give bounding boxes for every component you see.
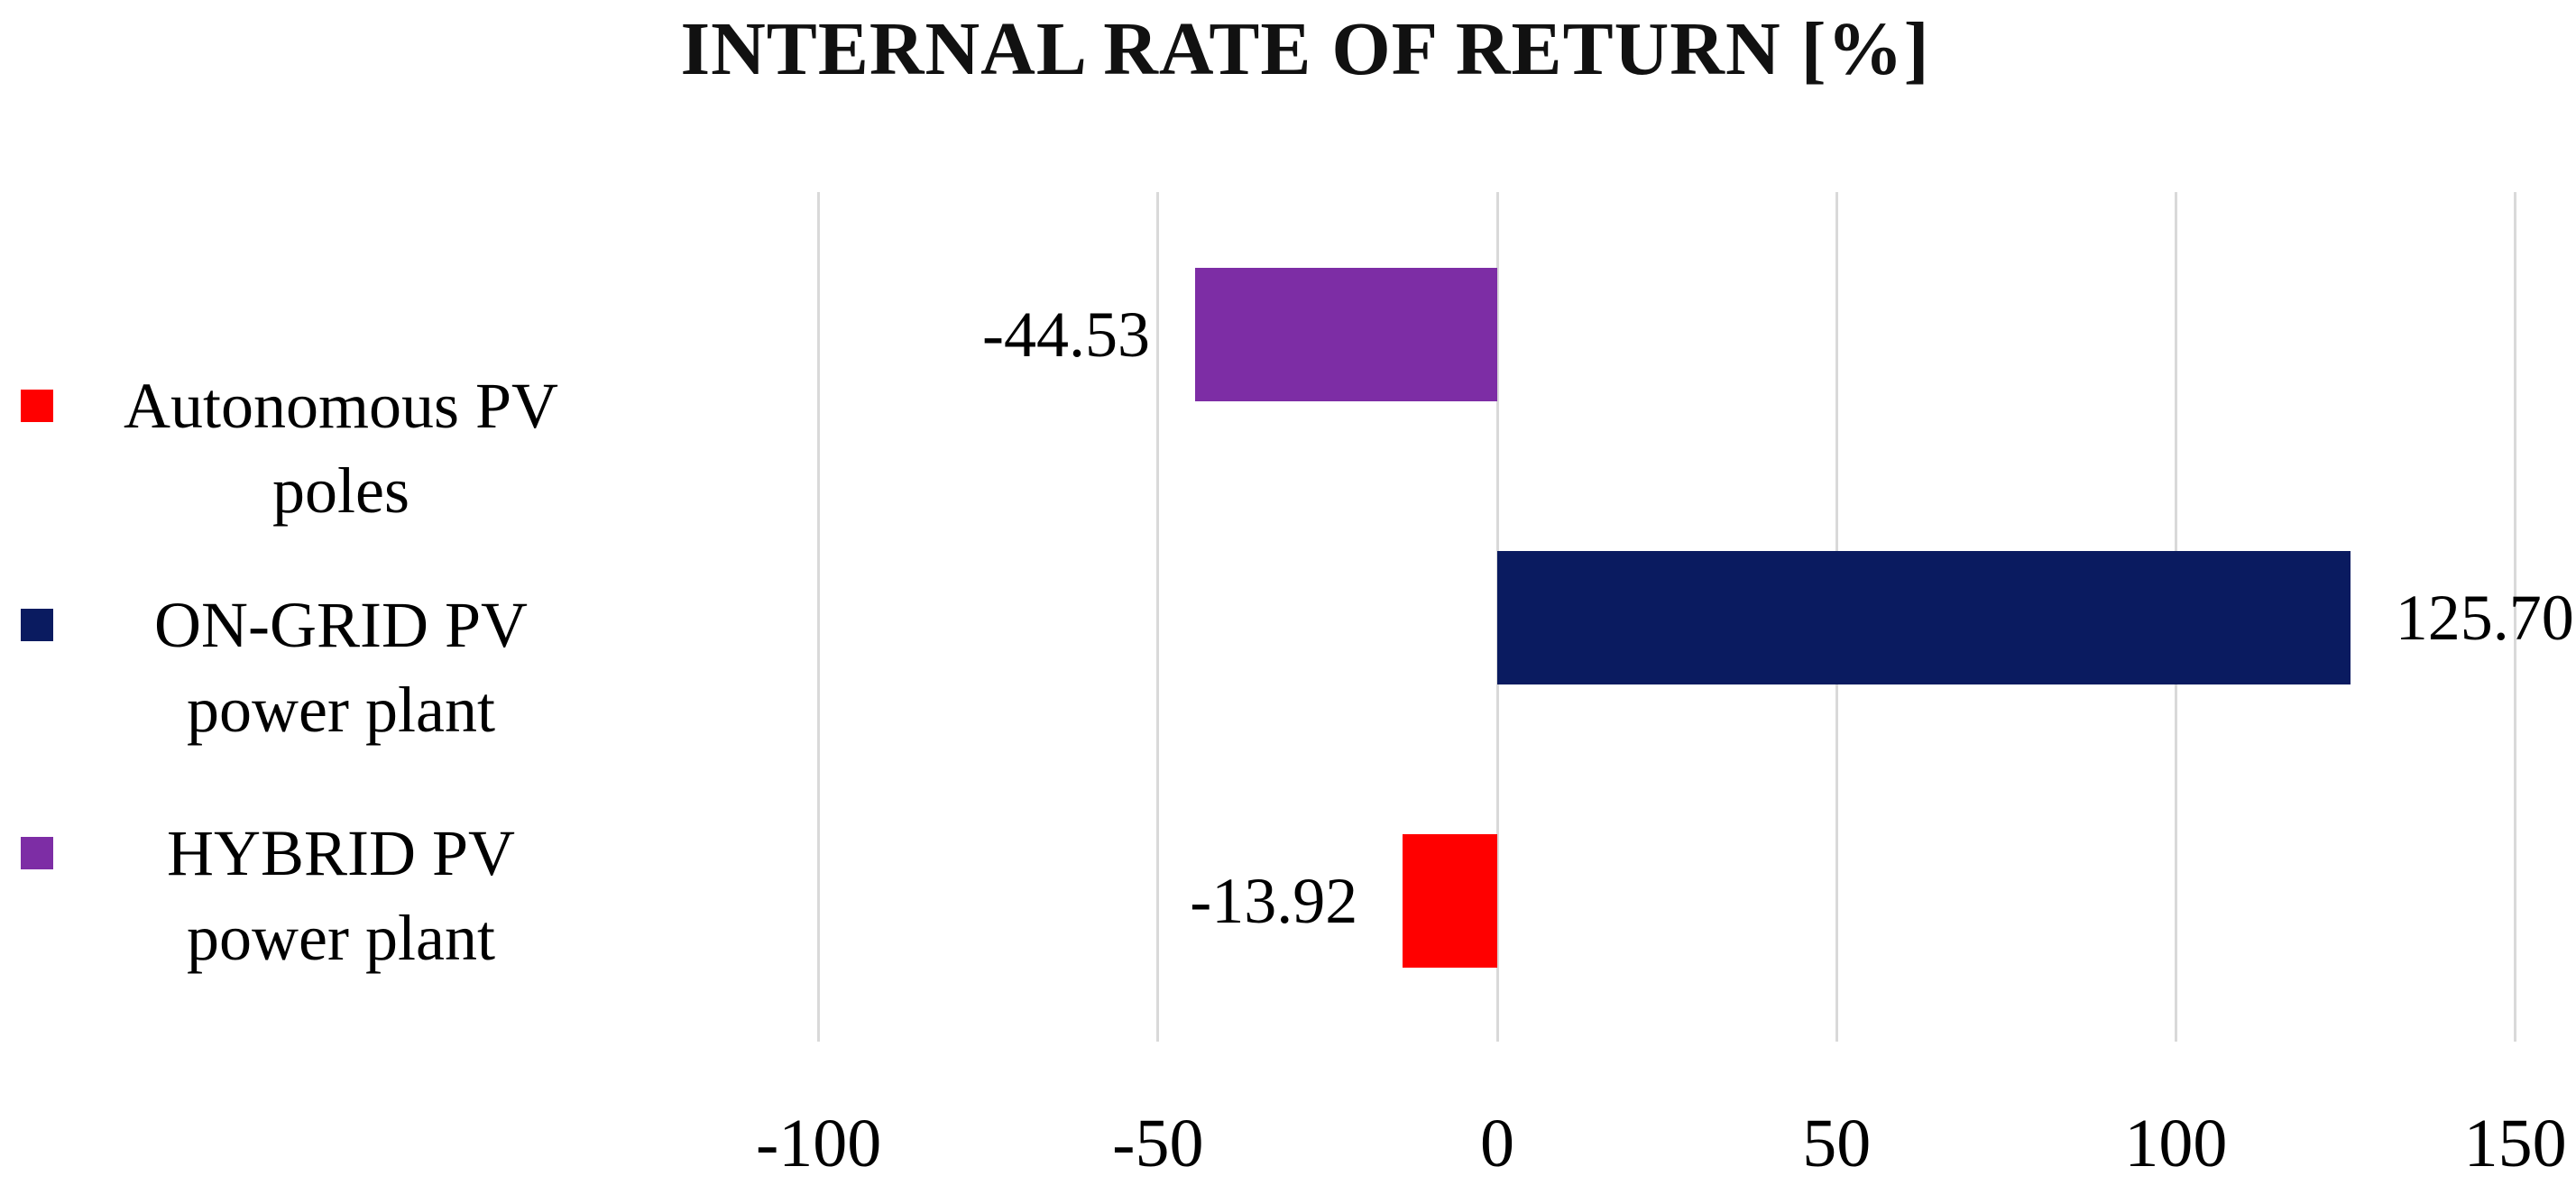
- legend-swatch-red: [21, 390, 53, 422]
- bar-hybrid-pv-power-plant: [1194, 268, 1497, 401]
- x-tick-label--50: -50: [1112, 1106, 1204, 1181]
- bar-autonomous-pv-poles: [1403, 834, 1497, 968]
- legend-label: HYBRID PV power plant: [79, 811, 603, 980]
- data-label-autonomous-pv-poles: -13.92: [1190, 865, 1358, 937]
- x-tick-label--100: -100: [755, 1106, 882, 1181]
- legend-label-line1: ON-GRID PV: [154, 589, 528, 661]
- legend-label-line2: power plant: [187, 674, 495, 746]
- data-label-hybrid-pv-power-plant: -44.53: [981, 299, 1150, 371]
- legend-swatch-purple: [21, 837, 53, 869]
- x-tick-label-100: 100: [2124, 1106, 2228, 1181]
- legend-label-line1: HYBRID PV: [166, 817, 516, 889]
- legend-label: ON-GRID PV power plant: [79, 583, 603, 752]
- gridline-x--50: [1156, 192, 1160, 1042]
- gridline-x--100: [817, 192, 821, 1042]
- legend-label-line1: Autonomous PV: [123, 370, 559, 442]
- x-tick-label-150: 150: [2463, 1106, 2567, 1181]
- legend-swatch-navy: [21, 609, 53, 641]
- gridline-x-150: [2514, 192, 2517, 1042]
- legend-label-line2: poles: [272, 455, 409, 527]
- data-label-on-grid-pv-power-plant: 125.70: [2395, 582, 2574, 654]
- legend-label-line2: power plant: [187, 902, 495, 974]
- chart-title: INTERNAL RATE OF RETURN [%]: [680, 7, 1930, 91]
- bar-on-grid-pv-power-plant: [1497, 551, 2351, 684]
- x-tick-label-0: 0: [1480, 1106, 1514, 1181]
- legend-label: Autonomous PV poles: [79, 363, 603, 533]
- x-tick-label-50: 50: [1802, 1106, 1872, 1181]
